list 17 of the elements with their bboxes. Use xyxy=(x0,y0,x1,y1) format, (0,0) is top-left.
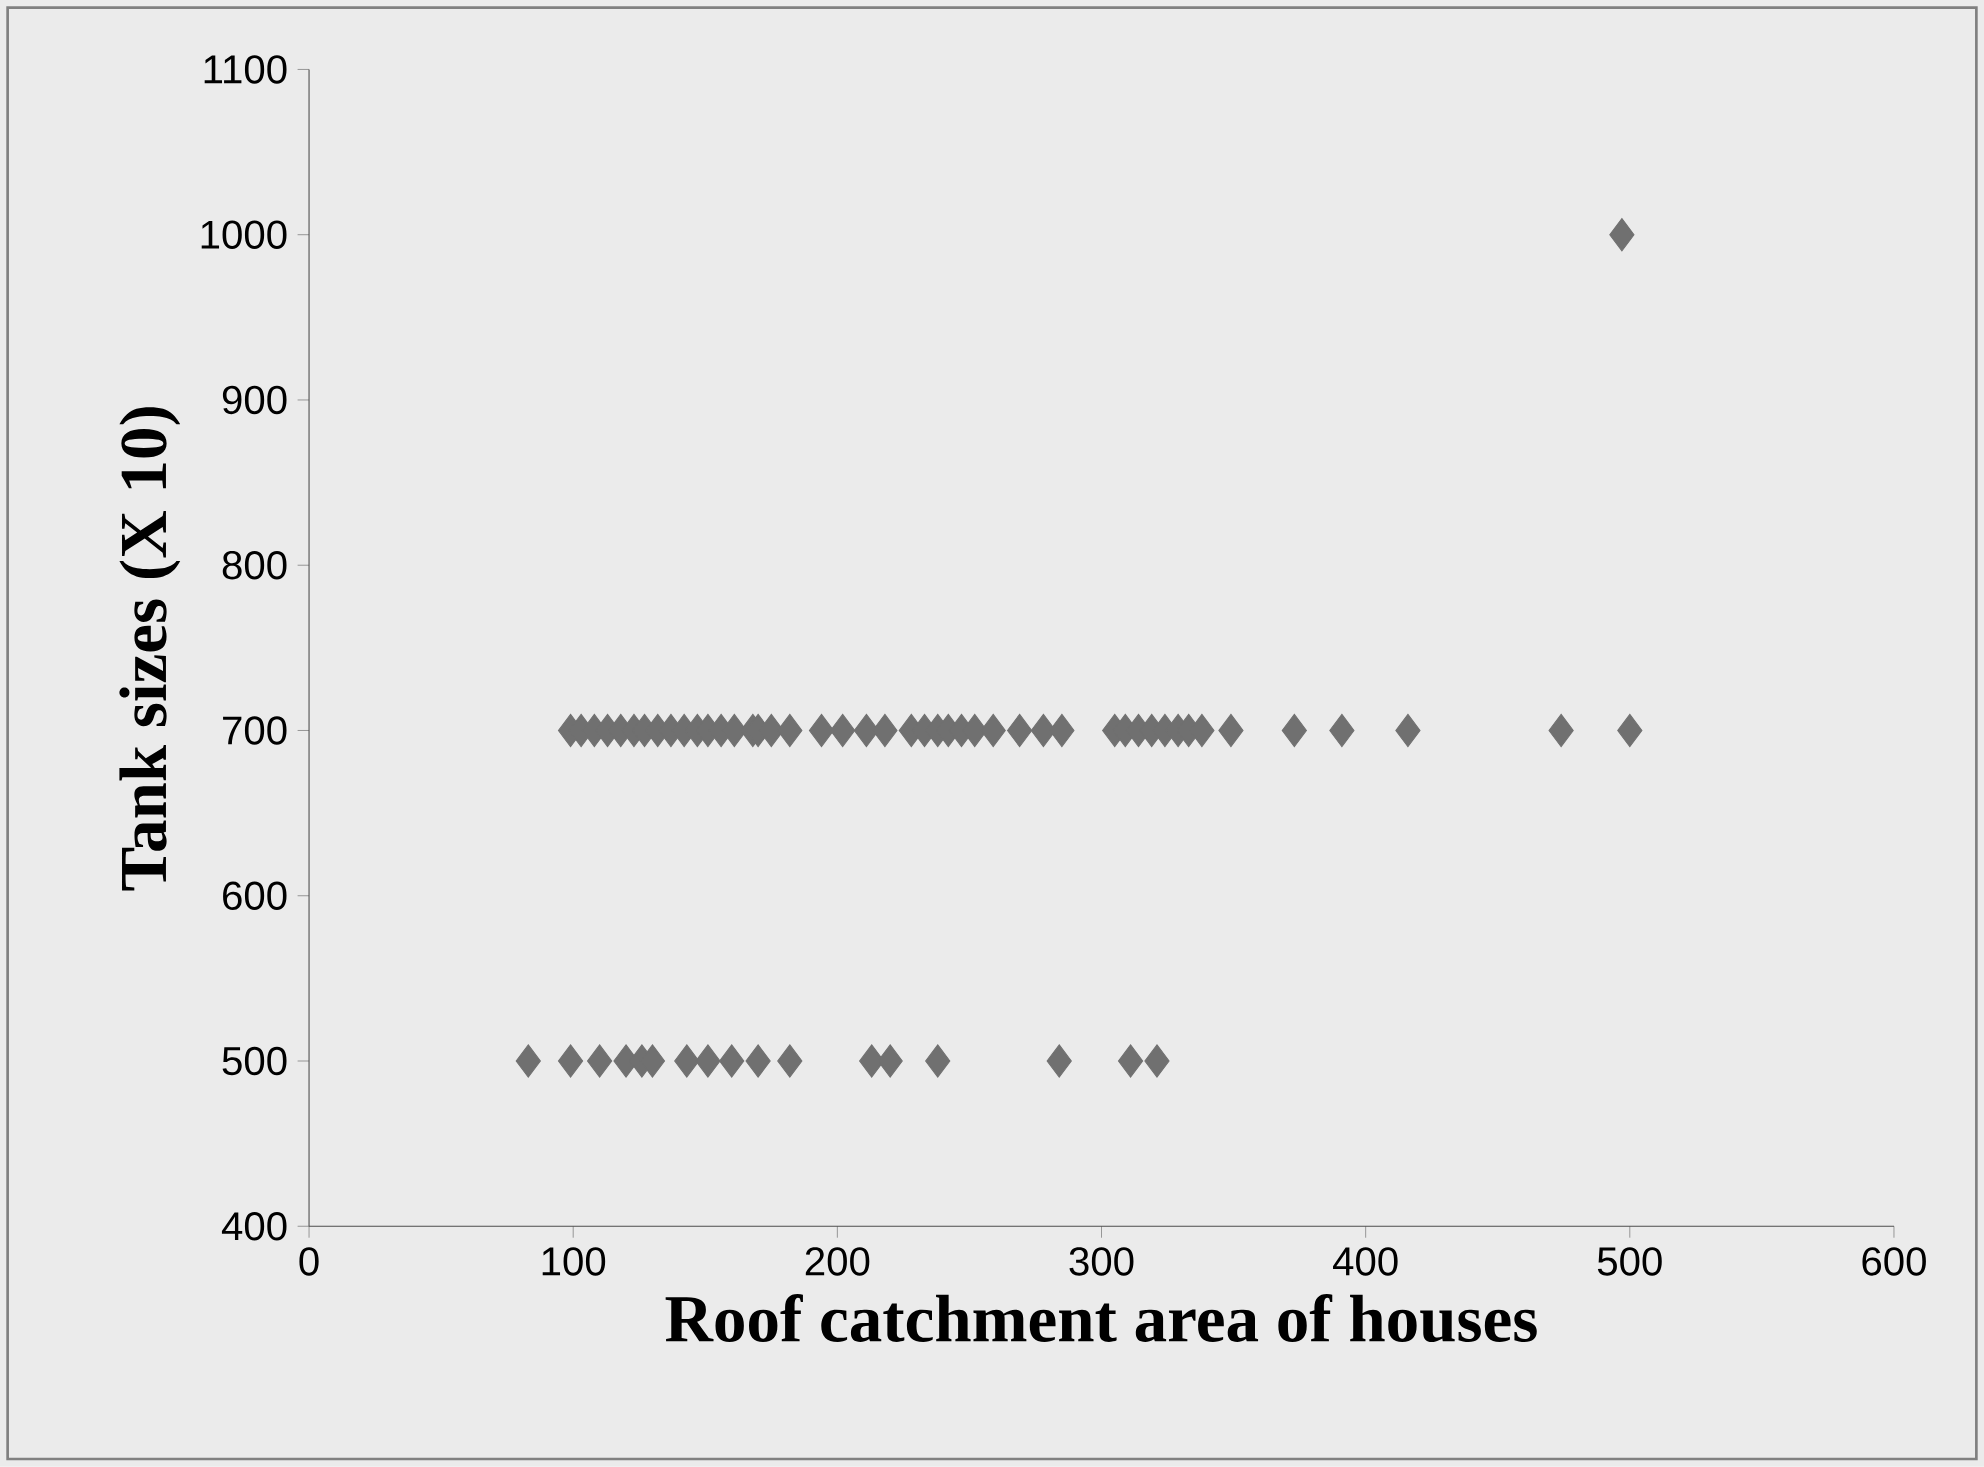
x-tick-label: 100 xyxy=(542,1247,606,1276)
y-tick-label: 800 xyxy=(222,551,287,580)
x-tick-label: 0 xyxy=(299,1247,319,1276)
x-tick-label: 400 xyxy=(1333,1247,1398,1276)
x-tick-label: 300 xyxy=(1069,1247,1134,1276)
x-tick-label: 200 xyxy=(805,1247,870,1276)
x-tick-label: 500 xyxy=(1597,1247,1662,1276)
y-tick-label: 1000 xyxy=(201,220,287,250)
y-tick-label: 600 xyxy=(223,881,287,911)
y-tick-label: 500 xyxy=(222,1046,287,1076)
x-tick-label: 600 xyxy=(1862,1247,1926,1276)
y-tick-label: 1100 xyxy=(204,55,287,84)
y-tick-label: 400 xyxy=(221,1212,287,1241)
y-tick-label: 700 xyxy=(223,716,287,745)
y-axis-title: Tank sizes (X 10) xyxy=(119,407,181,891)
y-tick-label: 900 xyxy=(222,385,287,415)
x-axis-title: Roof catchment area of houses xyxy=(665,1294,1537,1343)
